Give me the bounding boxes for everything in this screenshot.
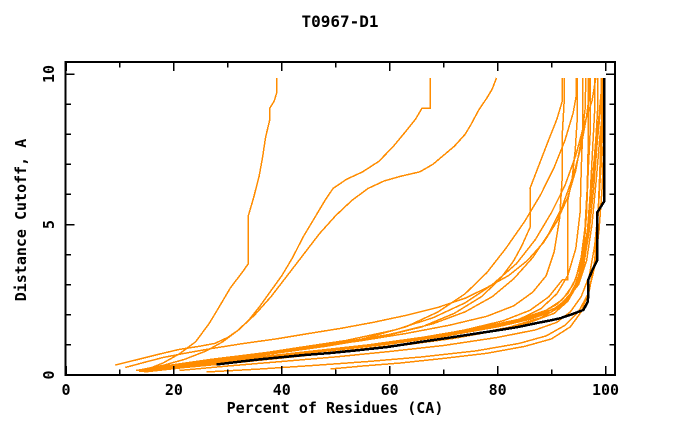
x-tick-label: 0 [61,381,70,399]
model-line [200,77,578,364]
x-tick-label: 40 [273,381,291,399]
model-line [125,77,587,369]
model-line [168,77,564,369]
model-line [141,77,584,373]
model-line [141,77,498,371]
x-tick-label: 20 [165,381,183,399]
model-line [330,77,604,370]
model-line [163,77,606,370]
x-axis-title: Percent of Residues (CA) [227,399,444,417]
model-line [149,77,278,370]
y-tick-label: 5 [40,220,58,229]
reference-line [216,77,606,366]
x-tick-label: 60 [381,381,399,399]
model-line [157,77,602,370]
series-layer [114,77,606,373]
tick-label-layer: 0 20 40 60 80 100 0 5 10 [40,65,619,399]
frame-layer [64,61,616,376]
model-line [149,77,605,372]
y-tick-label: 0 [40,370,58,379]
x-tick-label: 100 [592,381,619,399]
y-axis-title: Distance Cutoff, A [12,139,30,302]
model-line [114,77,431,366]
chart-title: T0967-D1 [301,12,378,31]
x-tick-label: 80 [489,381,507,399]
plot-frame [64,61,616,376]
y-tick-label: 10 [40,65,58,83]
model-line [179,77,605,372]
